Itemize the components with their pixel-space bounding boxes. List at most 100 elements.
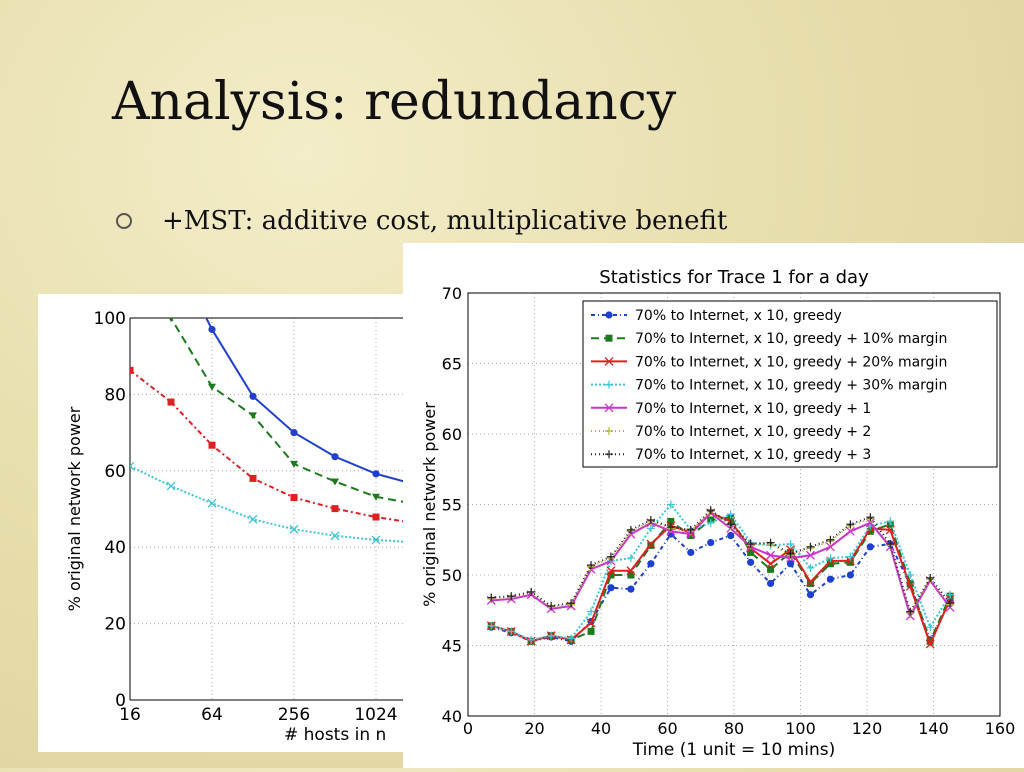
data-point	[567, 634, 576, 643]
data-point	[507, 592, 516, 601]
legend-marker	[604, 403, 614, 413]
data-point	[372, 513, 380, 521]
data-point	[686, 525, 695, 534]
legend: 70% to Internet, x 10, greedy 70% to Inte…	[582, 300, 998, 468]
data-point	[666, 500, 675, 509]
hosts-power-chart-svg: 0 20 40 60 80 100 16 64 256 1024 % original networ…	[65, 309, 460, 745]
data-point	[726, 520, 735, 529]
legend-label: 70% to Internet, x 10, greedy + 1	[635, 401, 871, 417]
data-point	[626, 525, 635, 534]
x-tick-label: 16	[119, 705, 141, 725]
legend-marker	[605, 427, 613, 435]
data-point	[130, 366, 134, 374]
y-axis-label: % original network power	[420, 402, 439, 607]
y-tick-label: 60	[442, 425, 462, 444]
legend-label: 70% to Internet, x 10, greedy + 3	[635, 447, 871, 463]
data-point	[786, 539, 795, 548]
x-tick-label: 160	[985, 719, 1016, 738]
y-tick-label: 80	[104, 385, 126, 405]
data-point	[290, 460, 298, 468]
data-point	[627, 571, 635, 579]
data-point	[747, 548, 755, 556]
data-point	[527, 587, 536, 596]
data-point	[826, 535, 835, 544]
data-point	[167, 398, 175, 406]
data-point	[767, 565, 775, 573]
x-tick-label: 256	[278, 705, 310, 725]
data-point	[667, 517, 675, 525]
bullet-circle-icon	[116, 213, 132, 229]
y-tick-label: 70	[442, 284, 462, 303]
data-point	[946, 599, 955, 608]
data-point	[806, 577, 815, 587]
data-point	[766, 538, 775, 547]
data-point	[766, 550, 776, 560]
y-tick-label: 65	[442, 355, 462, 374]
legend-label: 70% to Internet, x 10, greedy + 10% marg…	[635, 331, 947, 347]
trace-statistics-chart-svg: Statistics for Trace 1 for a day 40 45 50 55…	[420, 267, 1016, 760]
data-point	[547, 631, 556, 640]
data-point	[687, 548, 695, 557]
x-tick-label: 80	[724, 719, 744, 738]
data-point	[706, 506, 715, 515]
legend-label: 70% to Internet, x 10, greedy	[635, 308, 842, 324]
y-tick-label: 55	[442, 496, 462, 515]
data-point	[207, 498, 217, 508]
data-point	[646, 539, 656, 549]
legend-marker	[605, 311, 613, 319]
series-line	[491, 511, 952, 647]
data-point	[290, 494, 298, 502]
data-point	[626, 566, 636, 576]
data-point	[647, 560, 655, 568]
data-point	[627, 585, 635, 593]
data-point	[707, 538, 715, 547]
series-line	[130, 369, 459, 529]
legend-box	[582, 300, 998, 468]
x-tick-label: 60	[657, 719, 677, 738]
y-tick-label: 45	[442, 637, 462, 656]
data-point	[946, 590, 955, 599]
data-point	[587, 607, 596, 616]
data-point	[587, 561, 596, 570]
data-point	[786, 549, 795, 558]
data-point	[846, 571, 854, 579]
legend-marker	[605, 380, 613, 389]
legend-label: 70% to Internet, x 10, greedy + 30% marg…	[635, 378, 947, 394]
bullet-item: +MST: additive cost, multiplicative bene…	[116, 206, 727, 236]
y-tick-label: 0	[115, 691, 126, 711]
data-point	[248, 514, 258, 524]
data-point	[249, 412, 257, 420]
data-point	[846, 558, 854, 566]
data-point	[866, 543, 874, 551]
data-point	[331, 478, 339, 486]
slide-title: Analysis: redundancy	[112, 72, 677, 132]
data-point	[567, 599, 576, 608]
y-tick-label: 100	[94, 309, 126, 329]
x-tick-label: 140	[918, 719, 949, 738]
data-point	[926, 623, 935, 632]
x-tick-label: 40	[591, 719, 611, 738]
data-point	[906, 571, 915, 579]
data-point	[208, 441, 216, 449]
hosts-power-chart: 0 20 40 60 80 100 16 64 256 1024 % original networ…	[38, 294, 460, 752]
data-point	[527, 635, 536, 644]
series-line	[491, 532, 952, 643]
x-tick-label: 64	[201, 705, 223, 725]
data-point	[289, 524, 299, 534]
y-tick-label: 20	[104, 615, 126, 635]
data-point	[926, 573, 935, 582]
data-point	[727, 531, 735, 540]
data-point	[925, 639, 935, 649]
data-point	[766, 579, 775, 588]
x-tick-label: 1024	[354, 705, 397, 725]
data-point	[646, 516, 655, 525]
trace-statistics-chart: Statistics for Trace 1 for a day 40 45 50 55…	[403, 243, 1024, 768]
data-point	[168, 318, 174, 322]
legend-marker	[604, 356, 614, 366]
data-point	[331, 505, 339, 513]
data-point	[586, 618, 596, 628]
data-point	[826, 560, 834, 568]
data-point	[290, 429, 298, 437]
data-point	[607, 571, 615, 579]
data-point	[845, 556, 855, 566]
